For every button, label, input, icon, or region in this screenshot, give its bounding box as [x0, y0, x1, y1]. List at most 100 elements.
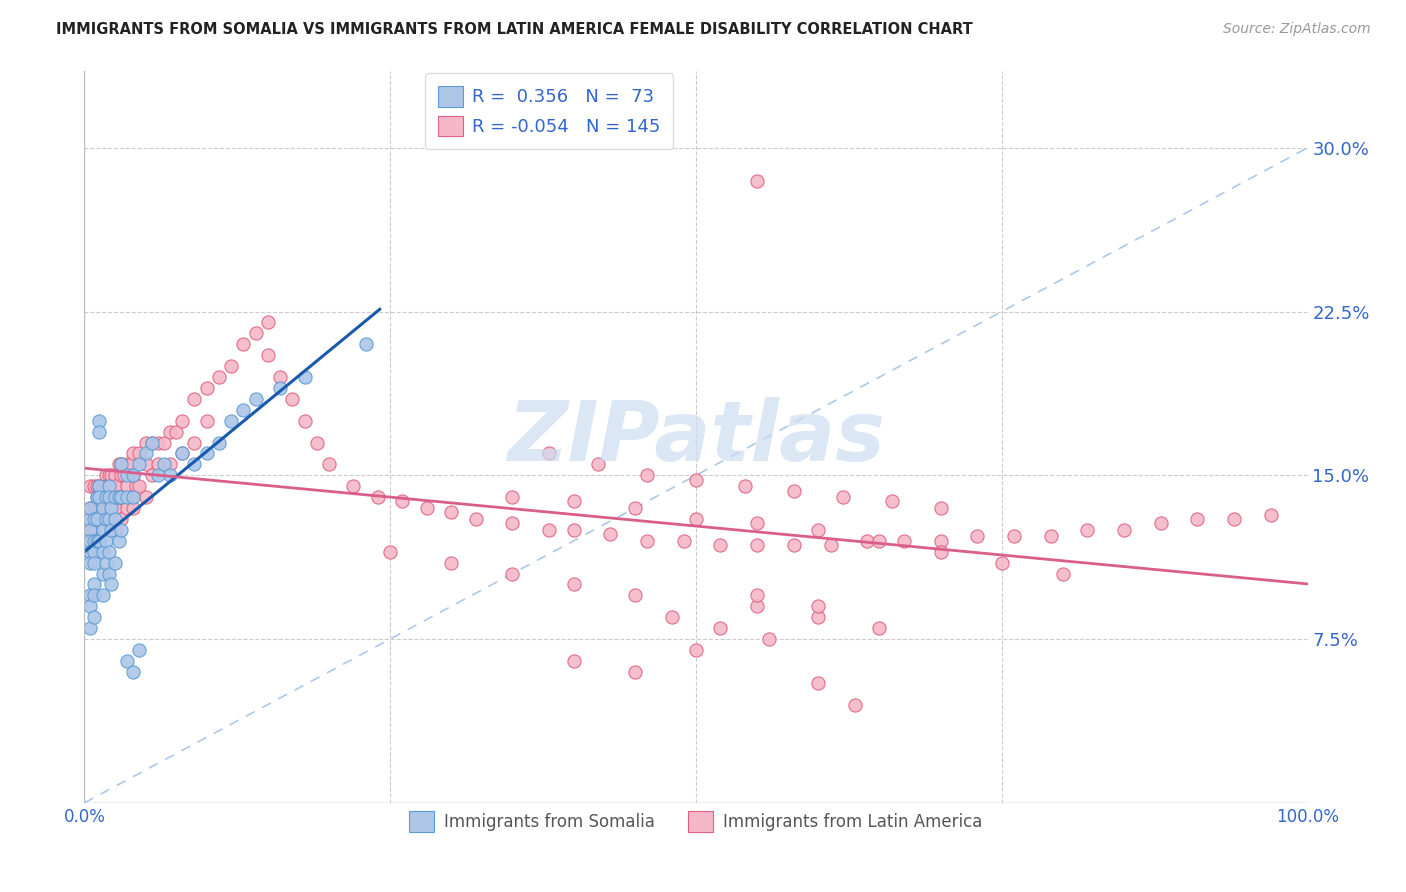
- Point: [232, 337, 254, 351]
- Point: [79, 523, 101, 537]
- Point: [96, 479, 118, 493]
- Point: [96, 490, 118, 504]
- Point: [110, 458, 132, 472]
- Point: [97, 512, 120, 526]
- Point: [342, 479, 364, 493]
- Point: [783, 483, 806, 498]
- Point: [562, 654, 585, 668]
- Point: [100, 523, 122, 537]
- Point: [747, 599, 769, 614]
- Point: [120, 490, 142, 504]
- Point: [104, 468, 127, 483]
- Point: [807, 610, 830, 624]
- Point: [153, 435, 176, 450]
- Point: [380, 545, 402, 559]
- Point: [599, 527, 621, 541]
- Point: [91, 479, 114, 493]
- Point: [208, 370, 231, 384]
- Point: [624, 665, 647, 679]
- Point: [893, 533, 915, 548]
- Point: [100, 501, 122, 516]
- Point: [87, 533, 110, 548]
- Point: [146, 435, 169, 450]
- Point: [624, 588, 647, 602]
- Point: [141, 468, 163, 483]
- Point: [502, 566, 524, 581]
- Point: [115, 468, 138, 483]
- Point: [245, 392, 267, 406]
- Point: [245, 326, 267, 341]
- Text: ZIPatlas: ZIPatlas: [508, 397, 884, 477]
- Point: [195, 414, 218, 428]
- Point: [172, 414, 194, 428]
- Point: [97, 566, 120, 581]
- Point: [991, 556, 1014, 570]
- Point: [1002, 529, 1025, 543]
- Point: [929, 501, 952, 516]
- Point: [86, 512, 108, 526]
- Point: [232, 402, 254, 417]
- Point: [747, 588, 769, 602]
- Point: [135, 446, 157, 460]
- Point: [135, 435, 157, 450]
- Point: [1076, 523, 1098, 537]
- Point: [104, 490, 127, 504]
- Point: [783, 538, 806, 552]
- Point: [79, 545, 101, 559]
- Point: [83, 588, 105, 602]
- Point: [125, 479, 148, 493]
- Point: [79, 599, 101, 614]
- Point: [96, 512, 118, 526]
- Point: [97, 512, 120, 526]
- Point: [159, 458, 181, 472]
- Point: [416, 501, 439, 516]
- Point: [96, 556, 118, 570]
- Point: [1039, 529, 1062, 543]
- Point: [661, 610, 683, 624]
- Point: [83, 512, 105, 526]
- Point: [440, 556, 463, 570]
- Point: [79, 501, 101, 516]
- Point: [91, 523, 114, 537]
- Point: [110, 512, 132, 526]
- Point: [464, 512, 486, 526]
- Point: [195, 381, 218, 395]
- Point: [79, 556, 101, 570]
- Point: [87, 425, 110, 439]
- Point: [97, 490, 120, 504]
- Point: [807, 523, 830, 537]
- Text: Source: ZipAtlas.com: Source: ZipAtlas.com: [1223, 22, 1371, 37]
- Point: [257, 348, 280, 362]
- Point: [115, 458, 138, 472]
- Point: [79, 501, 101, 516]
- Point: [122, 468, 145, 483]
- Point: [318, 458, 340, 472]
- Point: [141, 435, 163, 450]
- Point: [83, 479, 105, 493]
- Point: [110, 458, 132, 472]
- Point: [79, 523, 101, 537]
- Point: [153, 458, 176, 472]
- Point: [685, 643, 707, 657]
- Point: [586, 458, 609, 472]
- Point: [122, 501, 145, 516]
- Point: [807, 675, 830, 690]
- Point: [86, 490, 108, 504]
- Point: [122, 490, 145, 504]
- Point: [87, 490, 110, 504]
- Point: [734, 479, 756, 493]
- Point: [269, 381, 291, 395]
- Point: [104, 523, 127, 537]
- Point: [183, 435, 205, 450]
- Point: [562, 577, 585, 591]
- Point: [1052, 566, 1074, 581]
- Point: [844, 698, 866, 712]
- Point: [502, 516, 524, 531]
- Point: [79, 621, 101, 635]
- Point: [115, 479, 138, 493]
- Point: [120, 458, 142, 472]
- Point: [107, 533, 129, 548]
- Point: [79, 545, 101, 559]
- Point: [636, 468, 658, 483]
- Point: [183, 458, 205, 472]
